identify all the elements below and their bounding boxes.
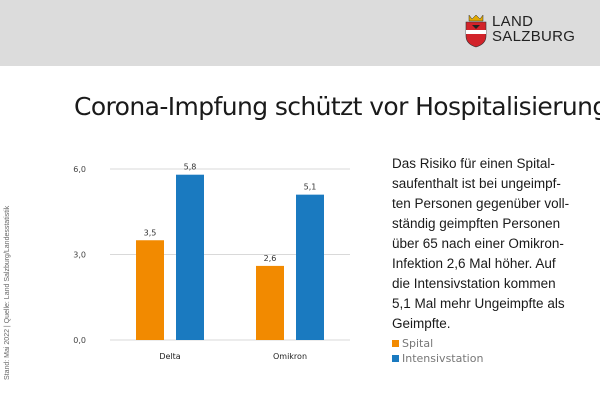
legend-label: Spital (402, 337, 434, 350)
legend-item-spital: Spital (392, 336, 483, 351)
logo-text: LAND SALZBURG (492, 14, 575, 44)
data-label: 5,1 (304, 183, 317, 192)
description-line: Das Risiko für einen Spital- (392, 156, 555, 171)
source-note: Stand: Mai 2022 | Quelle: Land Salzburg/… (4, 205, 11, 380)
bar-spital-omikron (256, 265, 284, 340)
bar-intensivstation-omikron (296, 194, 324, 340)
description-line: die Intensivstation kommen (392, 276, 556, 291)
description-line: ten Personen gegenüber voll- (392, 196, 570, 211)
data-label: 2,6 (264, 254, 277, 263)
description-line: über 65 nach einer Omikron- (392, 236, 564, 251)
data-label: 3,5 (144, 228, 157, 237)
description-line: saufenthalt ist bei ungeimpf- (392, 176, 561, 191)
x-tick-label: Delta (159, 352, 180, 361)
legend-swatch (392, 340, 399, 347)
description-line: Geimpfte. (392, 316, 451, 331)
bar-spital-delta (136, 240, 164, 340)
description-line: ständig geimpften Personen (392, 216, 561, 231)
legend-label: Intensivstation (402, 352, 484, 365)
y-tick-label: 0,0 (73, 336, 86, 345)
bar-intensivstation-delta (176, 174, 204, 340)
data-label: 5,8 (184, 163, 197, 172)
logo-line-2: SALZBURG (492, 28, 576, 45)
description-line: 5,1 Mal mehr Ungeimpfte als (392, 296, 565, 311)
bar-chart: 0,0 3,0 6,0 3,5 5,8 Delta 2,6 5,1 Omikron (73, 163, 350, 361)
land-salzburg-logo: LAND SALZBURG (464, 14, 594, 54)
coat-of-arms-icon (465, 14, 487, 48)
logo-line-1: LAND (492, 13, 534, 30)
page-title: Corona-Impfung schützt vor Hospitalisier… (74, 92, 600, 121)
description-line: Infektion 2,6 Mal höher. Auf (392, 256, 556, 271)
y-tick-label: 6,0 (73, 165, 86, 174)
header-band (0, 0, 600, 66)
x-tick-label: Omikron (273, 352, 307, 361)
legend-swatch (392, 355, 399, 362)
description-text: Das Risiko für einen Spital-saufenthalt … (392, 154, 592, 334)
y-tick-label: 3,0 (73, 251, 86, 260)
legend-item-intensivstation: Intensivstation (392, 351, 483, 366)
chart-legend: Spital Intensivstation (392, 336, 483, 366)
